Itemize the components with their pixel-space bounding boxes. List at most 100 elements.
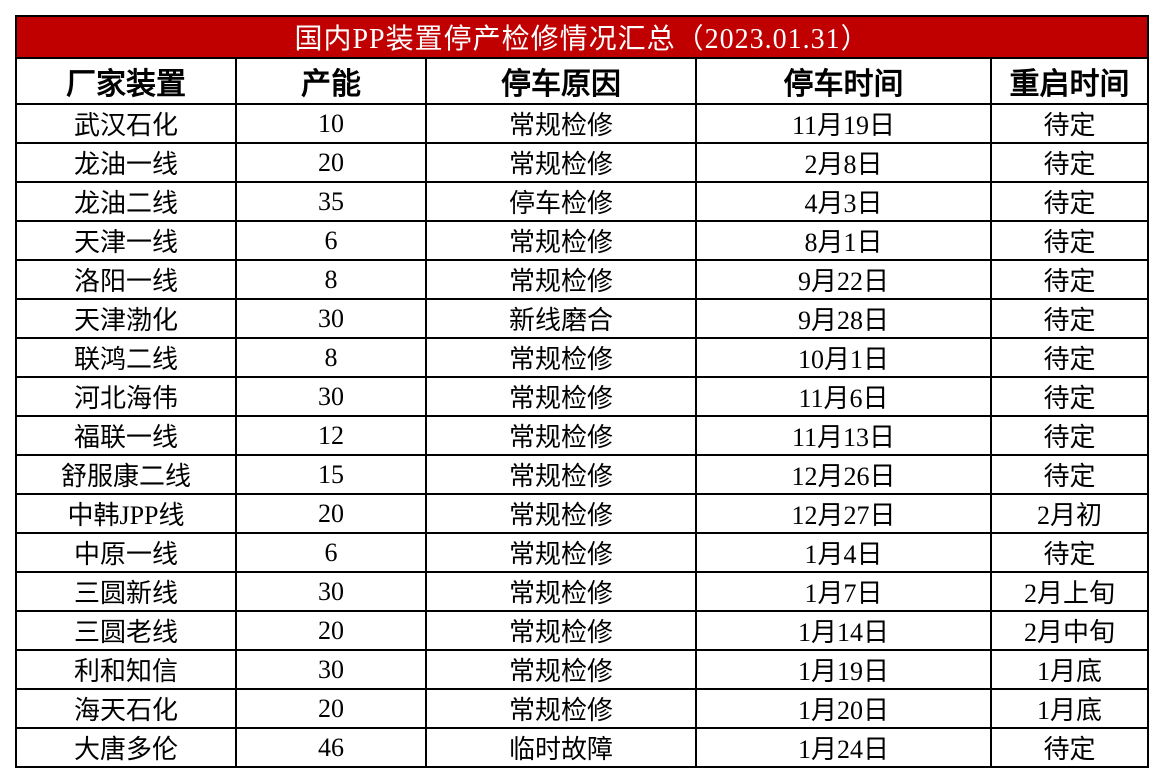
table-cell: 6 [235, 532, 427, 573]
table-cell: 常规检修 [425, 493, 697, 534]
table-cell: 待定 [989, 103, 1150, 144]
table-cell: 10 [235, 103, 427, 144]
table-cell: 1月4日 [695, 532, 992, 573]
table-cell: 20 [235, 610, 427, 651]
table-cell: 待定 [989, 727, 1150, 768]
header-row: 厂家装置 产能 停车原因 停车时间 重启时间 [15, 57, 1150, 105]
table-cell: 停车检修 [425, 181, 697, 222]
table-cell: 联鸿二线 [15, 337, 237, 378]
table-cell: 8 [235, 337, 427, 378]
table-cell: 武汉石化 [15, 103, 237, 144]
column-header: 重启时间 [989, 57, 1150, 105]
table-cell: 常规检修 [425, 649, 697, 690]
table-cell: 12 [235, 415, 427, 456]
table-cell: 9月28日 [695, 298, 992, 339]
table-cell: 海天石化 [15, 688, 237, 729]
table-row: 舒服康二线 15 常规检修 12月26日 待定 [15, 454, 1150, 495]
table-cell: 11月13日 [695, 415, 992, 456]
table-cell: 10月1日 [695, 337, 992, 378]
table-row: 河北海伟 30 常规检修 11月6日 待定 [15, 376, 1150, 417]
table-cell: 1月19日 [695, 649, 992, 690]
table-row: 武汉石化 10 常规检修 11月19日 待定 [15, 103, 1150, 144]
table-row: 三圆新线 30 常规检修 1月7日 2月上旬 [15, 571, 1150, 612]
table-cell: 35 [235, 181, 427, 222]
column-header: 产能 [235, 57, 427, 105]
table-row: 龙油二线 35 停车检修 4月3日 待定 [15, 181, 1150, 222]
column-header: 停车时间 [695, 57, 992, 105]
table-cell: 常规检修 [425, 415, 697, 456]
table-cell: 6 [235, 220, 427, 261]
table-cell: 20 [235, 688, 427, 729]
table-cell: 舒服康二线 [15, 454, 237, 495]
table-cell: 三圆新线 [15, 571, 237, 612]
table-cell: 常规检修 [425, 259, 697, 300]
column-header: 厂家装置 [15, 57, 237, 105]
table-cell: 12月27日 [695, 493, 992, 534]
table-cell: 待定 [989, 532, 1150, 573]
table-cell: 新线磨合 [425, 298, 697, 339]
table-cell: 常规检修 [425, 142, 697, 183]
table-cell: 20 [235, 142, 427, 183]
column-header: 停车原因 [425, 57, 697, 105]
table-cell: 龙油二线 [15, 181, 237, 222]
table-cell: 常规检修 [425, 688, 697, 729]
table-cell: 11月6日 [695, 376, 992, 417]
table-cell: 30 [235, 298, 427, 339]
table-cell: 2月中旬 [989, 610, 1150, 651]
table-cell: 临时故障 [425, 727, 697, 768]
table-cell: 利和知信 [15, 649, 237, 690]
table-row: 中原一线 6 常规检修 1月4日 待定 [15, 532, 1150, 573]
table-cell: 待定 [989, 454, 1150, 495]
table-cell: 30 [235, 376, 427, 417]
table-cell: 待定 [989, 415, 1150, 456]
table-row: 天津渤化 30 新线磨合 9月28日 待定 [15, 298, 1150, 339]
table-cell: 1月底 [989, 649, 1150, 690]
table-cell: 中韩JPP线 [15, 493, 237, 534]
table-cell: 待定 [989, 181, 1150, 222]
table-cell: 天津渤化 [15, 298, 237, 339]
table-cell: 待定 [989, 142, 1150, 183]
table-row: 龙油一线 20 常规检修 2月8日 待定 [15, 142, 1150, 183]
table-cell: 三圆老线 [15, 610, 237, 651]
table-cell: 2月上旬 [989, 571, 1150, 612]
table-cell: 8月1日 [695, 220, 992, 261]
table-cell: 常规检修 [425, 376, 697, 417]
table-row: 中韩JPP线 20 常规检修 12月27日 2月初 [15, 493, 1150, 534]
table-cell: 大唐多伦 [15, 727, 237, 768]
table-cell: 待定 [989, 220, 1150, 261]
table-row: 利和知信 30 常规检修 1月19日 1月底 [15, 649, 1150, 690]
table-cell: 30 [235, 649, 427, 690]
table-cell: 常规检修 [425, 103, 697, 144]
table-row: 三圆老线 20 常规检修 1月14日 2月中旬 [15, 610, 1150, 651]
table-row: 洛阳一线 8 常规检修 9月22日 待定 [15, 259, 1150, 300]
table-cell: 30 [235, 571, 427, 612]
table-cell: 待定 [989, 259, 1150, 300]
table-cell: 2月初 [989, 493, 1150, 534]
table-cell: 待定 [989, 298, 1150, 339]
table-cell: 12月26日 [695, 454, 992, 495]
table-cell: 1月20日 [695, 688, 992, 729]
table-cell: 15 [235, 454, 427, 495]
table-row: 福联一线 12 常规检修 11月13日 待定 [15, 415, 1150, 456]
table-cell: 46 [235, 727, 427, 768]
table-cell: 龙油一线 [15, 142, 237, 183]
table-cell: 中原一线 [15, 532, 237, 573]
table-cell: 待定 [989, 376, 1150, 417]
table-cell: 8 [235, 259, 427, 300]
table-cell: 9月22日 [695, 259, 992, 300]
table-cell: 常规检修 [425, 220, 697, 261]
table-cell: 1月7日 [695, 571, 992, 612]
table-title: 国内PP装置停产检修情况汇总（2023.01.31） [14, 15, 1150, 59]
table-cell: 1月底 [989, 688, 1150, 729]
table-cell: 20 [235, 493, 427, 534]
table-cell: 洛阳一线 [15, 259, 237, 300]
table-cell: 4月3日 [695, 181, 992, 222]
table-row: 海天石化 20 常规检修 1月20日 1月底 [15, 688, 1150, 729]
table-cell: 常规检修 [425, 571, 697, 612]
table-cell: 11月19日 [695, 103, 992, 144]
table-container: 国内PP装置停产检修情况汇总（2023.01.31） 厂家装置 产能 停车原因 停车时… [14, 15, 1150, 768]
table: 国内PP装置停产检修情况汇总（2023.01.31） 厂家装置 产能 停车原因 停车时… [14, 15, 1150, 768]
table-cell: 2月8日 [695, 142, 992, 183]
table-row: 联鸿二线 8 常规检修 10月1日 待定 [15, 337, 1150, 378]
